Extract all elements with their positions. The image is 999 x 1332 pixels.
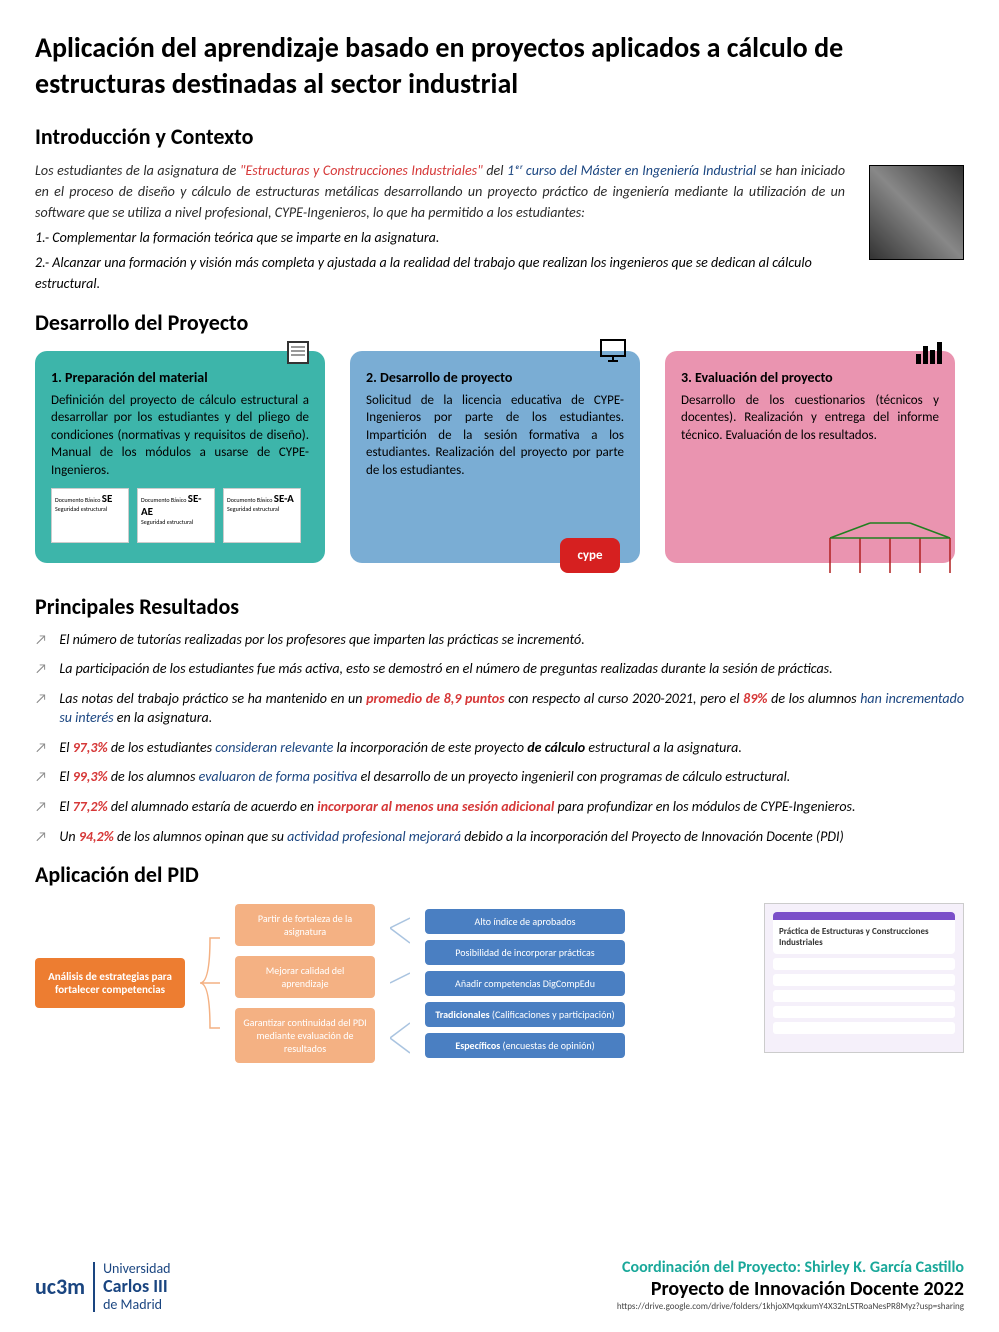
- result-item: ↗El 77,2% del alumnado estaría de acuerd…: [35, 797, 964, 817]
- pid-mid-box: Mejorar calidad del aprendizaje: [235, 956, 375, 998]
- intro-paragraph: Los estudiantes de la asignatura de "Est…: [35, 160, 845, 223]
- doc-se-ae: Documento Básico SE-AESeguridad estructu…: [137, 488, 215, 543]
- pid-mid-col: Partir de fortaleza de la asignatura Mej…: [235, 904, 375, 1063]
- notepad-icon: [283, 336, 315, 368]
- drive-url: https://drive.google.com/drive/folders/1…: [617, 1301, 964, 1312]
- card-preparation: 1. Preparación del material Definición d…: [35, 351, 325, 563]
- bar-chart-icon: [913, 336, 945, 368]
- pid-right-box: Tradicionales (Calificaciones y particip…: [425, 1002, 625, 1027]
- arrow-icon: ↗: [35, 659, 47, 679]
- result-item: ↗El número de tutorías realizadas por lo…: [35, 630, 964, 650]
- dev-section-title: Desarrollo del Proyecto: [35, 309, 964, 336]
- main-title: Aplicación del aprendizaje basado en pro…: [35, 30, 964, 103]
- connector-icon: [200, 923, 220, 1043]
- doc-se-a: Documento Básico SE-ASeguridad estructur…: [223, 488, 301, 543]
- cype-badge: cype: [560, 538, 620, 573]
- intro-list-1: 1.- Complementar la formación teórica qu…: [35, 227, 854, 248]
- connector-icon: [390, 903, 410, 1063]
- arrow-icon: ↗: [35, 738, 47, 758]
- project-name: Proyecto de Innovación Docente 2022: [617, 1277, 964, 1301]
- docs-row: Documento Básico SESeguridad estructural…: [51, 488, 309, 543]
- pid-right-col: Alto índice de aprobados Posibilidad de …: [425, 909, 625, 1058]
- card-body: Desarrollo de los cuestionarios (técnico…: [681, 392, 939, 445]
- doc-se: Documento Básico SESeguridad estructural: [51, 488, 129, 543]
- arrow-icon: ↗: [35, 827, 47, 847]
- card-evaluation: 3. Evaluación del proyecto Desarrollo de…: [665, 351, 955, 563]
- intro-container: Los estudiantes de la asignatura de "Est…: [35, 160, 964, 294]
- arrow-icon: ↗: [35, 767, 47, 787]
- intro-section-title: Introducción y Contexto: [35, 123, 964, 150]
- pid-mid-box: Partir de fortaleza de la asignatura: [235, 904, 375, 946]
- coordinator: Coordinación del Proyecto: Shirley K. Ga…: [617, 1258, 964, 1277]
- card-development: 2. Desarrollo de proyecto Solicitud de l…: [350, 351, 640, 563]
- result-item: ↗Un 94,2% de los alumnos opinan que su a…: [35, 827, 964, 847]
- pid-section-title: Aplicación del PID: [35, 861, 964, 888]
- structure-diagram: [820, 518, 960, 578]
- card-title: 1. Preparación del material: [51, 369, 309, 386]
- pid-section: Análisis de estrategias para fortalecer …: [35, 903, 964, 1063]
- footer-right: Coordinación del Proyecto: Shirley K. Ga…: [617, 1258, 964, 1312]
- pid-right-box: Posibilidad de incorporar prácticas: [425, 940, 625, 965]
- intro-list-2: 2.- Alcanzar una formación y visión más …: [35, 252, 854, 294]
- dev-cards: 1. Preparación del material Definición d…: [35, 351, 964, 563]
- arrow-icon: ↗: [35, 689, 47, 728]
- pid-right-box: Alto índice de aprobados: [425, 909, 625, 934]
- card-title: 2. Desarrollo de proyecto: [366, 369, 624, 386]
- pid-root: Análisis de estrategias para fortalecer …: [35, 958, 185, 1008]
- footer: uc3m Universidad Carlos III de Madrid Co…: [35, 1258, 964, 1312]
- card-body: Definición del proyecto de cálculo estru…: [51, 392, 309, 480]
- pid-right-box: Añadir competencias DigCompEdu: [425, 971, 625, 996]
- pid-right-box: Específicos (encuestas de opinión): [425, 1033, 625, 1058]
- result-item: ↗El 99,3% de los alumnos evaluaron de fo…: [35, 767, 964, 787]
- results-list: ↗El número de tutorías realizadas por lo…: [35, 630, 964, 847]
- form-screenshot: Práctica de Estructuras y Construcciones…: [764, 903, 964, 1053]
- card-title: 3. Evaluación del proyecto: [681, 369, 939, 386]
- uc3m-logo: uc3m Universidad Carlos III de Madrid: [35, 1261, 171, 1312]
- arrow-icon: ↗: [35, 630, 47, 650]
- result-item: ↗El 97,3% de los estudiantes consideran …: [35, 738, 964, 758]
- arrow-icon: ↗: [35, 797, 47, 817]
- intro-image: [869, 165, 964, 260]
- card-body: Solicitud de la licencia educativa de CY…: [366, 392, 624, 480]
- result-item: ↗Las notas del trabajo práctico se ha ma…: [35, 689, 964, 728]
- result-item: ↗La participación de los estudiantes fue…: [35, 659, 964, 679]
- pid-flow: Análisis de estrategias para fortalecer …: [35, 903, 625, 1063]
- monitor-icon: [598, 336, 630, 368]
- results-section-title: Principales Resultados: [35, 593, 964, 620]
- pid-mid-box: Garantizar continuidad del PDI mediante …: [235, 1008, 375, 1063]
